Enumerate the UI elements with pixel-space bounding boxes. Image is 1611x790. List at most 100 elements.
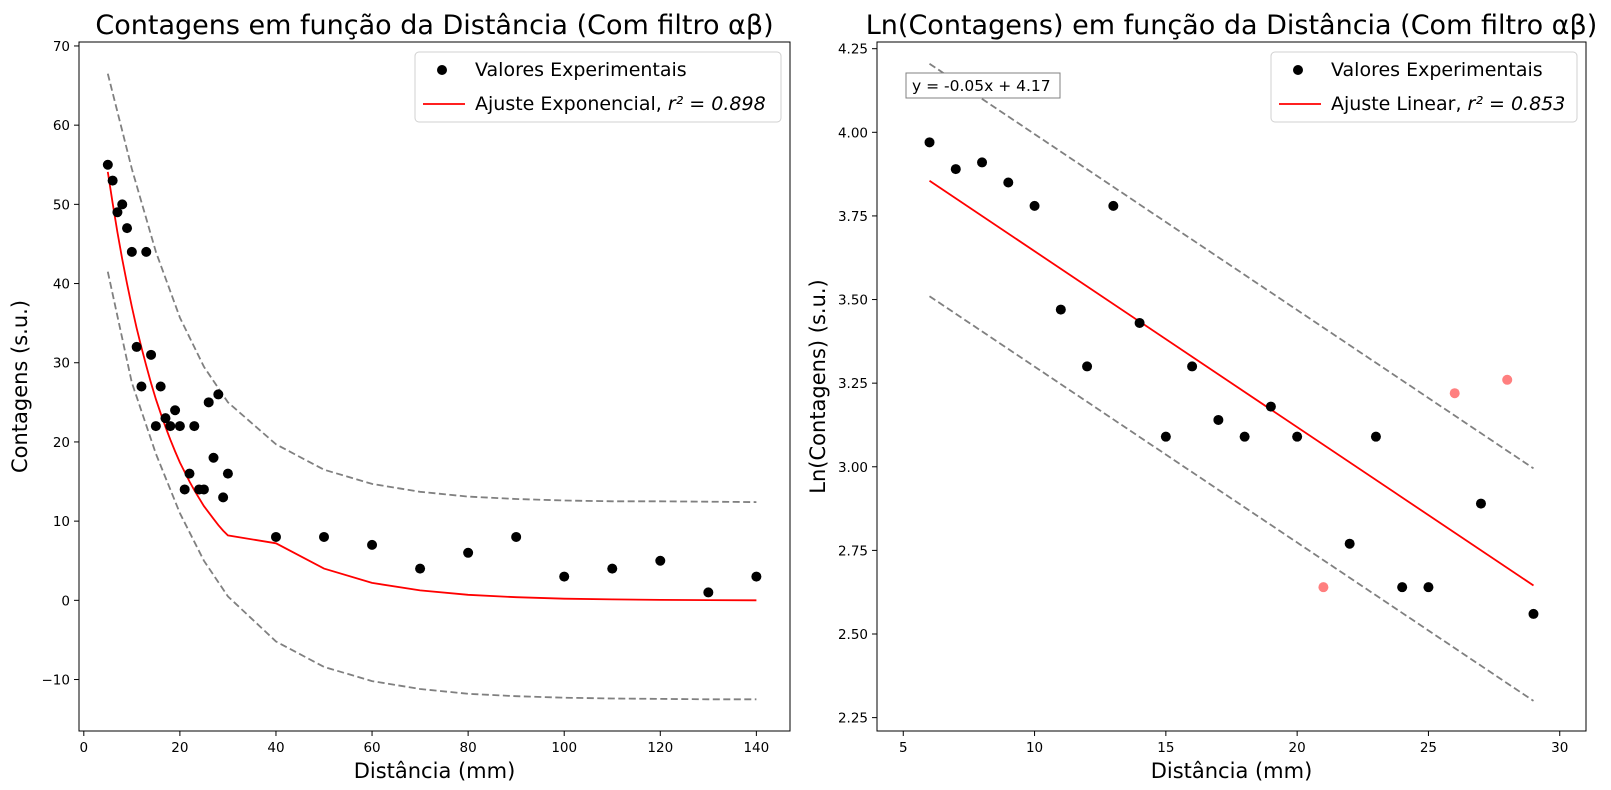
data-point bbox=[198, 484, 209, 495]
x-ticks: 5 10 15 20 25 30 bbox=[899, 731, 1568, 756]
data-point bbox=[1160, 431, 1171, 442]
bound-line-4 bbox=[928, 295, 1535, 702]
data-point bbox=[1134, 317, 1145, 328]
legend-label-text: Valores Experimentais bbox=[475, 59, 687, 81]
legend-label-text: Ajuste Exponencial, bbox=[475, 93, 668, 115]
plot-frame bbox=[876, 41, 1587, 732]
bound-line-2 bbox=[106, 73, 757, 503]
data-point bbox=[319, 531, 330, 542]
data-point bbox=[270, 531, 281, 542]
data-point bbox=[165, 421, 176, 432]
y-tick-label: 4.00 bbox=[838, 125, 868, 141]
data-point bbox=[1003, 177, 1014, 188]
chart-2: Ln(Contagens) em função da Distância (Co… bbox=[806, 10, 1597, 783]
y-tick-label: 0 bbox=[61, 593, 70, 609]
y-tick-label: 3.00 bbox=[838, 460, 868, 476]
y-tick-label: 50 bbox=[53, 197, 70, 213]
y-tick-label: 70 bbox=[53, 39, 70, 55]
x-tick-label: 25 bbox=[1420, 740, 1437, 756]
data-point bbox=[751, 571, 762, 582]
data-point bbox=[415, 563, 426, 574]
legend-label-text: Ajuste Linear, bbox=[1331, 93, 1468, 115]
chart-title: Ln(Contagens) em função da Distância (Co… bbox=[866, 10, 1597, 41]
x-tick-label: 20 bbox=[171, 740, 188, 756]
data-point bbox=[131, 341, 142, 352]
y-axis-label: Ln(Contagens) (s.u.) bbox=[806, 279, 830, 493]
y-tick-label: 2.75 bbox=[838, 543, 868, 559]
data-point bbox=[1055, 304, 1066, 315]
legend-box bbox=[414, 51, 782, 123]
legend-r2-value: r² = 0.898 bbox=[668, 93, 766, 115]
data-point bbox=[203, 397, 214, 408]
data-point bbox=[179, 484, 190, 495]
x-tick-label: 100 bbox=[551, 740, 577, 756]
data-point bbox=[1265, 401, 1276, 412]
data-point bbox=[1344, 538, 1355, 549]
data-point bbox=[1528, 608, 1539, 619]
x-tick-label: 30 bbox=[1551, 740, 1568, 756]
legend-label: Ajuste Linear, r² = 0.853 bbox=[1331, 93, 1565, 115]
data-point bbox=[208, 452, 219, 463]
bound-line-3 bbox=[106, 271, 757, 701]
y-tick-label: 40 bbox=[53, 277, 70, 293]
data-point bbox=[107, 175, 118, 186]
y-tick-label: −10 bbox=[42, 673, 71, 689]
plot-area bbox=[102, 73, 762, 701]
legend-box bbox=[1270, 51, 1578, 123]
data-point bbox=[1108, 200, 1119, 211]
data-point bbox=[1423, 582, 1434, 593]
data-point bbox=[218, 492, 229, 503]
data-point bbox=[126, 246, 137, 257]
data-point bbox=[122, 223, 133, 234]
outlier-point bbox=[1318, 582, 1329, 593]
legend-label: Valores Experimentais bbox=[475, 59, 687, 81]
data-point bbox=[102, 159, 113, 170]
data-point bbox=[1397, 582, 1408, 593]
y-tick-label: 3.25 bbox=[838, 376, 868, 392]
data-point bbox=[184, 468, 195, 479]
data-point bbox=[1475, 498, 1486, 509]
legend-marker bbox=[437, 65, 447, 75]
data-point bbox=[213, 389, 224, 400]
data-point bbox=[559, 571, 570, 582]
x-tick-label: 0 bbox=[80, 740, 89, 756]
x-tick-label: 15 bbox=[1157, 740, 1174, 756]
legend: Valores Experimentais Ajuste Exponencial,… bbox=[414, 51, 782, 123]
outlier-point bbox=[1502, 374, 1513, 385]
outlier-point bbox=[1449, 388, 1460, 399]
data-point bbox=[112, 207, 123, 218]
legend-label: Valores Experimentais bbox=[1331, 59, 1543, 81]
y-tick-label: 2.50 bbox=[838, 627, 868, 643]
y-axis-label: Contagens (s.u.) bbox=[8, 300, 32, 473]
y-ticks: 2.25 2.50 2.75 3.00 3.25 3.50 3.75 4.00 4.25 bbox=[838, 42, 877, 727]
y-tick-label: 60 bbox=[53, 118, 70, 134]
chart-title: Contagens em função da Distância (Com fi… bbox=[95, 10, 773, 41]
data-point bbox=[977, 157, 988, 168]
legend-r2-value: r² = 0.853 bbox=[1468, 93, 1566, 115]
data-point bbox=[607, 563, 618, 574]
data-point bbox=[950, 164, 961, 175]
data-point bbox=[655, 555, 666, 566]
data-point bbox=[170, 405, 181, 416]
data-point bbox=[1370, 431, 1381, 442]
y-ticks: −10 0 10 20 30 40 50 60 70 bbox=[42, 39, 79, 689]
x-tick-label: 80 bbox=[460, 740, 477, 756]
fit-line bbox=[928, 180, 1535, 587]
fit-line bbox=[106, 171, 757, 602]
y-tick-label: 10 bbox=[53, 514, 70, 530]
legend-label: Ajuste Exponencial, r² = 0.898 bbox=[475, 93, 766, 115]
x-tick-label: 5 bbox=[899, 740, 908, 756]
data-point bbox=[1029, 200, 1040, 211]
data-point bbox=[1292, 431, 1303, 442]
data-point bbox=[1239, 431, 1250, 442]
bound-line-3 bbox=[928, 62, 1535, 470]
x-tick-label: 60 bbox=[363, 740, 380, 756]
data-point bbox=[117, 199, 128, 210]
data-point bbox=[189, 421, 200, 432]
scatter-series-0 bbox=[102, 159, 762, 598]
y-tick-label: 30 bbox=[53, 356, 70, 372]
y-tick-label: 20 bbox=[53, 435, 70, 451]
data-point bbox=[463, 547, 474, 558]
x-axis-label: Distância (mm) bbox=[1151, 759, 1313, 783]
data-point bbox=[1187, 361, 1198, 372]
